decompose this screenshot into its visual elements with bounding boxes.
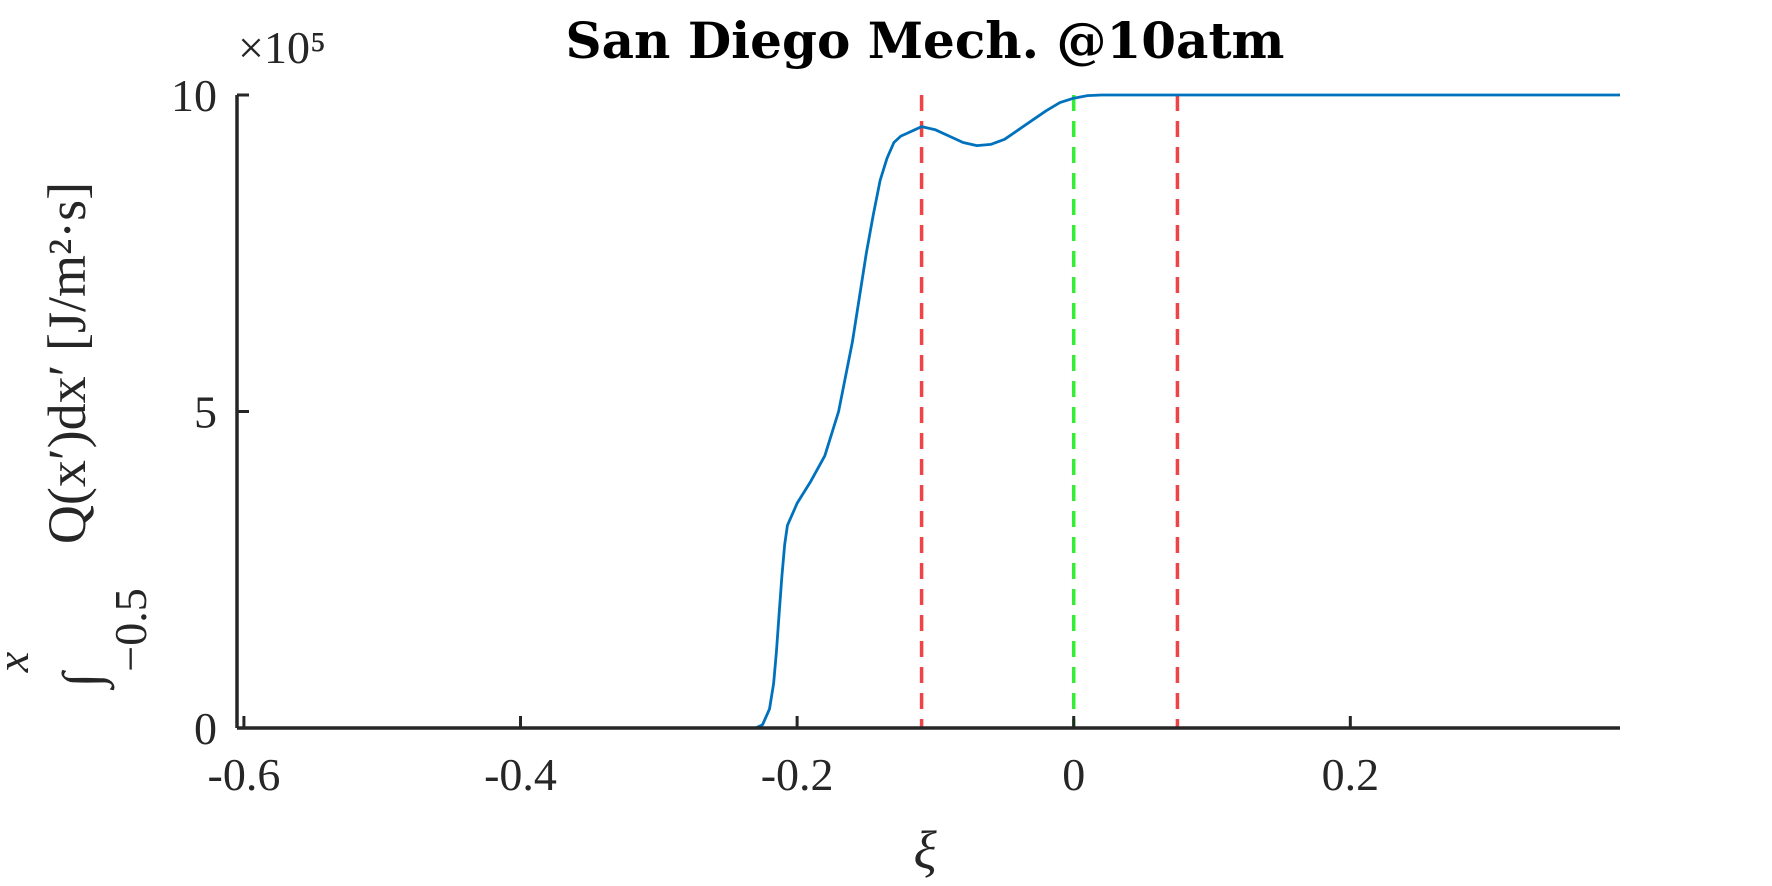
y-exponent-label: ×10⁵	[238, 22, 326, 73]
x-ticks: -0.6 -0.4 -0.2 0 0.2	[208, 716, 1380, 800]
x-tick-label: -0.2	[761, 749, 834, 800]
y-axis-label: Q(x′)dx′ [J/m²·s]	[37, 182, 97, 544]
series-line-1	[237, 93, 1620, 730]
y-axis-label-group: Q(x′)dx′ [J/m²·s] ∫ −0.5 x	[0, 182, 156, 691]
y-axis-integral-sign: ∫	[52, 669, 115, 690]
x-axis-label: ξ	[913, 820, 937, 880]
y-tick-label: 0	[194, 703, 217, 754]
x-tick-label: -0.6	[208, 749, 281, 800]
axes	[235, 95, 1620, 730]
y-ticks: 0 5 10	[171, 70, 249, 754]
chart-title: San Diego Mech. @10atm	[566, 11, 1285, 70]
x-tick-label: 0.2	[1322, 749, 1380, 800]
y-axis-integral-upper: x	[0, 651, 38, 673]
x-tick-label: -0.4	[484, 749, 557, 800]
y-axis-integral-lower: −0.5	[105, 588, 156, 671]
y-tick-label: 10	[171, 70, 217, 121]
y-tick-label: 5	[194, 387, 217, 438]
x-tick-label: 0	[1062, 749, 1085, 800]
plot-area	[237, 93, 1620, 730]
